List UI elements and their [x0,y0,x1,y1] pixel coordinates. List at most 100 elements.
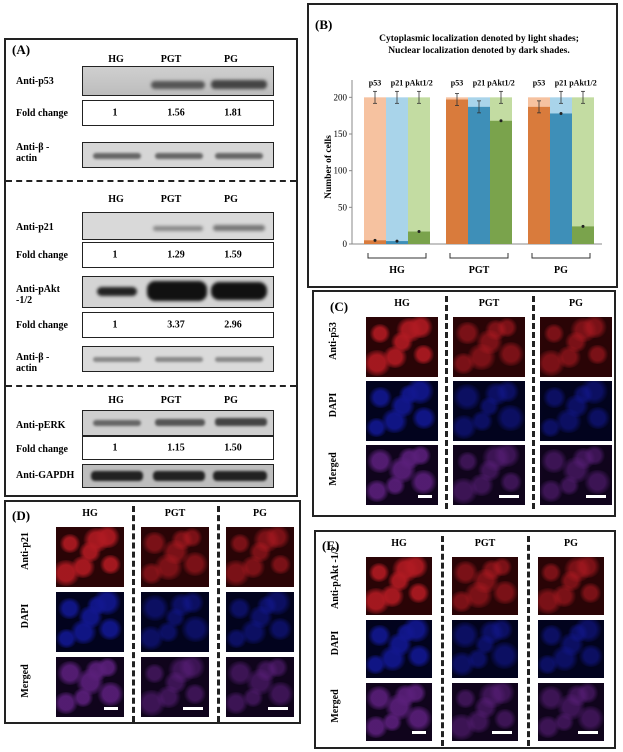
bar-label: p21 [555,78,567,87]
beta-actin-label-2: Anti-β - actin [16,352,50,374]
row-label-1: DAPI [330,630,341,656]
beta-actin-label-1: Anti-β - actin [16,142,50,164]
micrograph-anti-p21-pgt [141,527,209,587]
pakt-fold-pg: 2.96 [224,319,242,331]
col-header-pg: PG [253,508,267,519]
cell-stain-blob [496,318,518,337]
col-header-pgt: PGT [164,508,186,519]
p53-label: Anti-p53 [16,76,54,87]
cell-stain-blob [265,657,289,678]
row-label-2: Merged [328,452,339,486]
column-divider [444,296,448,509]
nuclear-marker [499,119,503,123]
micrograph-anti-p21-hg [56,527,124,587]
row-label-2: Merged [20,664,31,698]
cell-stain-blob [453,384,483,410]
micrograph-merged-hg [56,657,124,717]
panel-d: (D) HG PGT PG Anti-p21 DAPI Merged [4,500,301,724]
cell-stain-blob [366,624,392,647]
p53-fold-hg: 1 [112,107,118,119]
cell-stain-blob [496,342,525,366]
bar-label: pAkt1/2 [405,78,433,87]
cell-stain-blob [245,669,275,695]
cell-stain-blob [181,528,203,547]
bar-pAkt1/2-HG-nuclear [408,231,430,244]
pakt-fold-pgt: 3.37 [167,319,185,331]
cell-stain-blob [490,557,513,577]
fold-change-label: Fold change [16,108,68,119]
cell-stain-blob [387,457,417,483]
cell-stain-blob [408,445,432,466]
micrograph-anti-p53-pgt [453,317,525,377]
micrograph-anti-pakt-1-2-pg [538,557,604,615]
micrograph-dapi-hg [366,381,438,441]
cell-stain-blob [453,352,477,374]
micrograph-anti-pakt-1-2-pgt [452,557,518,615]
cell-stain-blob [474,635,496,654]
micrograph-dapi-hg [366,620,432,678]
y-tick-label: 200 [334,92,348,102]
perk-label: Anti-pERK [16,420,66,431]
nuclear-marker [581,224,585,228]
col-header-hg: HG [82,508,98,519]
cell-stain-blob [367,386,393,408]
panel-d-grid: HG PGT PG Anti-p21 DAPI Merged [6,502,299,722]
bar-label: p53 [451,78,463,87]
cell-stain-blob [390,332,414,353]
panel-a: (A) HG PGT PG Anti-p53 Fold change 1 1.5… [4,38,298,497]
cell-stain-blob [76,605,104,629]
bar-label: pAkt1/2 [569,78,597,87]
cell-stain-blob [227,597,253,619]
cell-stain-blob [574,557,601,579]
cell-stain-blob [472,696,498,718]
panel-b-label: (B) [315,17,333,32]
beta-actin-blot-2 [82,346,274,372]
micrograph-dapi-hg [56,592,124,652]
cell-stain-blob [267,618,294,641]
scale-bar [418,495,432,498]
column-divider [131,506,135,722]
scale-bar [183,707,203,710]
cell-stain-blob [75,669,105,695]
cell-stain-blob [453,321,481,345]
micrograph-anti-pakt-1-2-hg [366,557,432,615]
cell-stain-blob [226,628,248,649]
panel-b: (B) Cytoplasmic localization denoted by … [307,3,618,288]
scale-bar [578,731,598,734]
cell-stain-blob [452,590,475,613]
micrograph-dapi-pgt [452,620,518,678]
cell-stain-blob [248,542,272,563]
cell-stain-blob [492,708,517,730]
cell-stain-blob [577,644,604,667]
group-bracket [449,253,509,259]
cell-stain-blob [540,563,563,583]
cell-stain-blob [97,618,124,641]
scale-bar [104,707,118,710]
cell-stain-blob [538,716,561,739]
micrograph-anti-p53-pg [540,317,612,377]
micrograph-merged-hg [366,445,438,505]
micrograph-anti-p53-hg [366,317,438,377]
bar-pAkt1/2-PG-nuclear [572,226,594,244]
category-label-PGT: PGT [469,265,490,276]
col-header-hg: HG [108,54,124,65]
cell-stain-blob [453,688,477,709]
micrograph-dapi-pgt [141,592,209,652]
category-label-PG: PG [554,265,568,276]
cell-stain-blob [407,583,431,603]
micrograph-dapi-pg [538,620,604,678]
cell-stain-blob [263,527,291,549]
cell-stain-blob [98,554,122,575]
col-header-hg: HG [394,298,410,309]
col-header-pgt-2: PGT [160,194,182,205]
panel-c-grid: HG PGT PG Anti-p53 DAPI Merged [314,292,614,515]
micrograph-dapi-pg [226,592,294,652]
cell-stain-blob [470,568,500,594]
cell-stain-blob [183,684,208,705]
cell-stain-blob [494,381,520,402]
cell-stain-blob [543,324,566,343]
cell-stain-blob [402,557,429,579]
cell-stain-blob [179,592,205,613]
column-divider [531,296,535,509]
